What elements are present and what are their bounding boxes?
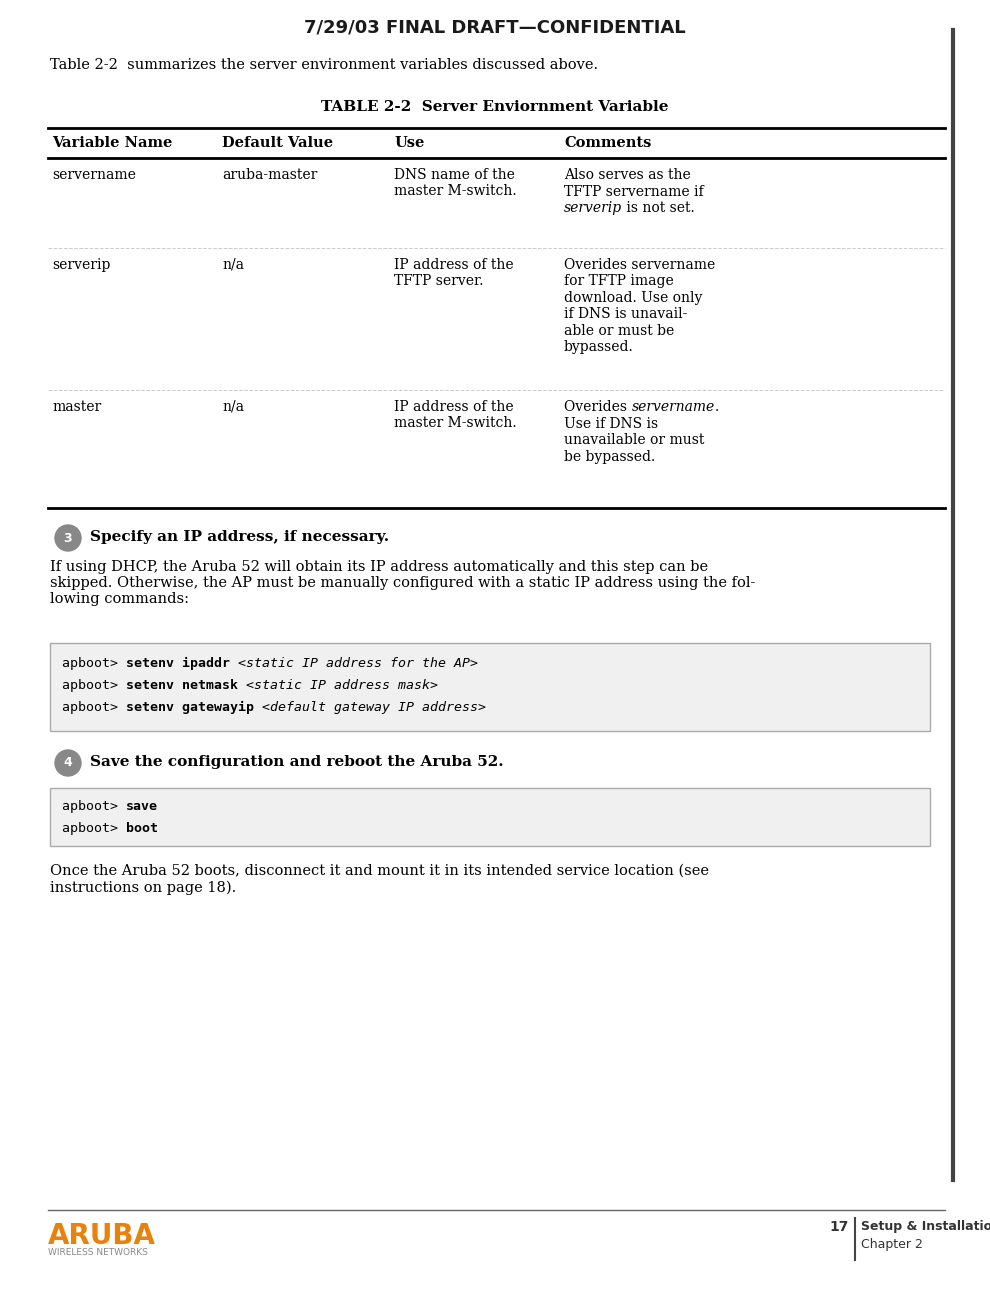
Text: Default Value: Default Value [222, 136, 333, 150]
Text: 4: 4 [63, 756, 72, 769]
Text: <static IP address mask>: <static IP address mask> [246, 680, 438, 693]
Text: If using DHCP, the Aruba 52 will obtain its IP address automatically and this st: If using DHCP, the Aruba 52 will obtain … [50, 560, 755, 607]
Text: Save the configuration and reboot the Aruba 52.: Save the configuration and reboot the Ar… [90, 755, 504, 769]
Text: apboot>: apboot> [62, 822, 126, 835]
Text: Overides servername: Overides servername [564, 258, 715, 272]
Text: Use: Use [394, 136, 425, 150]
Text: if DNS is unavail-: if DNS is unavail- [564, 307, 687, 322]
Text: for TFTP image: for TFTP image [564, 275, 674, 288]
Text: able or must be: able or must be [564, 324, 674, 339]
Text: ARUBA: ARUBA [48, 1222, 156, 1250]
Text: save: save [126, 800, 158, 813]
Text: boot: boot [126, 822, 158, 835]
Text: Also serves as the: Also serves as the [564, 169, 691, 182]
Text: Chapter 2: Chapter 2 [861, 1239, 923, 1252]
Text: 17: 17 [830, 1220, 849, 1233]
Text: TABLE 2-2  Server Enviornment Variable: TABLE 2-2 Server Enviornment Variable [321, 100, 669, 114]
Text: aruba-master: aruba-master [222, 169, 318, 182]
Text: is not set.: is not set. [622, 201, 695, 215]
Text: 7/29/03 FINAL DRAFT—CONFIDENTIAL: 7/29/03 FINAL DRAFT—CONFIDENTIAL [304, 18, 686, 36]
Text: IP address of the
master M-switch.: IP address of the master M-switch. [394, 399, 517, 431]
Bar [50, 789, 930, 846]
Text: IP address of the
TFTP server.: IP address of the TFTP server. [394, 258, 514, 288]
Circle shape [55, 525, 81, 551]
Text: .: . [715, 399, 719, 414]
Text: Overides: Overides [564, 399, 632, 414]
Text: n/a: n/a [222, 258, 244, 272]
Text: Specify an IP address, if necessary.: Specify an IP address, if necessary. [90, 530, 389, 543]
Text: DNS name of the
master M-switch.: DNS name of the master M-switch. [394, 169, 517, 198]
Text: 3: 3 [63, 532, 72, 545]
Text: apboot>: apboot> [62, 700, 126, 715]
Text: Variable Name: Variable Name [52, 136, 172, 150]
Text: <static IP address for the AP>: <static IP address for the AP> [238, 658, 478, 671]
Text: apboot>: apboot> [62, 680, 126, 693]
Text: <default gateway IP address>: <default gateway IP address> [262, 700, 486, 715]
Text: n/a: n/a [222, 399, 244, 414]
Text: be bypassed.: be bypassed. [564, 450, 655, 463]
Text: setenv ipaddr: setenv ipaddr [126, 658, 238, 671]
Text: bypassed.: bypassed. [564, 341, 634, 354]
Text: master: master [52, 399, 101, 414]
Text: serverip: serverip [52, 258, 110, 272]
Text: Once the Aruba 52 boots, disconnect it and mount it in its intended service loca: Once the Aruba 52 boots, disconnect it a… [50, 864, 709, 895]
Text: unavailable or must: unavailable or must [564, 433, 704, 447]
Bar [50, 643, 930, 732]
Text: servername: servername [52, 169, 136, 182]
Text: setenv gatewayip: setenv gatewayip [126, 700, 262, 715]
Text: apboot>: apboot> [62, 658, 126, 671]
Text: download. Use only: download. Use only [564, 291, 702, 305]
Text: Comments: Comments [564, 136, 651, 150]
Circle shape [55, 750, 81, 776]
Text: WIRELESS NETWORKS: WIRELESS NETWORKS [48, 1248, 148, 1257]
Text: servername: servername [632, 399, 715, 414]
Text: setenv netmask: setenv netmask [126, 680, 246, 693]
Text: apboot>: apboot> [62, 800, 126, 813]
Text: Table 2-2  summarizes the server environment variables discussed above.: Table 2-2 summarizes the server environm… [50, 58, 598, 73]
Text: serverip: serverip [564, 201, 622, 215]
Text: TFTP servername if: TFTP servername if [564, 184, 704, 198]
Text: Setup & Installation: Setup & Installation [861, 1220, 990, 1233]
Text: Use if DNS is: Use if DNS is [564, 416, 658, 431]
